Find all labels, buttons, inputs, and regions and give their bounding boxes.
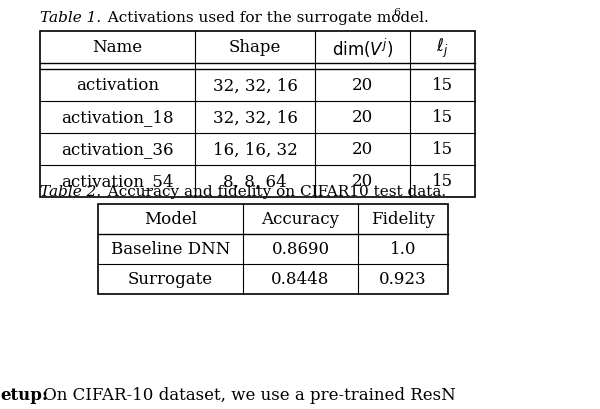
Text: Table 2.: Table 2.	[40, 184, 101, 198]
Text: Surrogate: Surrogate	[128, 271, 213, 288]
Text: $\ell_j$: $\ell_j$	[436, 36, 449, 59]
Text: Accuracy: Accuracy	[262, 211, 340, 228]
Text: 0.8690: 0.8690	[271, 241, 329, 258]
Text: On CIFAR-10 dataset, we use a pre-trained ResN: On CIFAR-10 dataset, we use a pre-traine…	[38, 387, 456, 404]
Text: 16, 16, 32: 16, 16, 32	[212, 141, 298, 158]
Text: 15: 15	[432, 109, 453, 126]
Text: Activations used for the surrogate model.: Activations used for the surrogate model…	[98, 11, 429, 25]
Text: 6: 6	[393, 8, 400, 18]
Text: Model: Model	[144, 211, 197, 228]
Text: 8, 8, 64: 8, 8, 64	[223, 173, 287, 190]
Text: Fidelity: Fidelity	[371, 211, 435, 228]
Text: 20: 20	[352, 109, 373, 126]
Text: 15: 15	[432, 77, 453, 94]
Text: 0.8448: 0.8448	[271, 271, 329, 288]
Text: 32, 32, 16: 32, 32, 16	[212, 77, 298, 94]
Bar	[98, 204, 448, 294]
Text: activation: activation	[76, 77, 159, 94]
Text: Shape: Shape	[229, 39, 281, 56]
Text: 20: 20	[352, 173, 373, 190]
Text: 15: 15	[432, 173, 453, 190]
Text: Baseline DNN: Baseline DNN	[111, 241, 230, 258]
Text: Table 1.: Table 1.	[40, 11, 101, 25]
Text: Name: Name	[92, 39, 143, 56]
Text: activation_18: activation_18	[61, 109, 174, 126]
Text: Accuracy and fidelity on CIFAR10 test data.: Accuracy and fidelity on CIFAR10 test da…	[98, 184, 446, 198]
Text: etup:: etup:	[0, 387, 48, 404]
Text: 15: 15	[432, 141, 453, 158]
Text: 32, 32, 16: 32, 32, 16	[212, 109, 298, 126]
Bar	[40, 32, 475, 198]
Text: $\mathrm{dim}(V^j)$: $\mathrm{dim}(V^j)$	[332, 36, 393, 59]
Text: 1.0: 1.0	[390, 241, 416, 258]
Text: 20: 20	[352, 141, 373, 158]
Text: activation_54: activation_54	[61, 173, 174, 190]
Text: activation_36: activation_36	[61, 141, 174, 158]
Text: 20: 20	[352, 77, 373, 94]
Text: 0.923: 0.923	[379, 271, 427, 288]
